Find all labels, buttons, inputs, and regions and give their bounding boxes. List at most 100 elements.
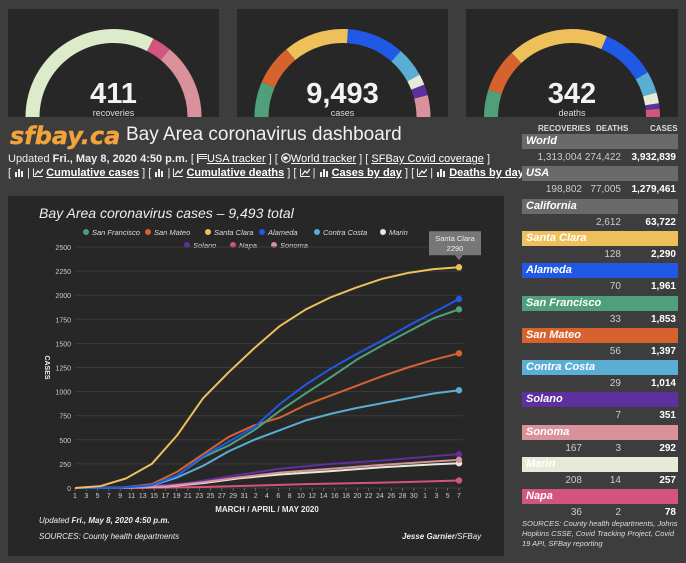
gauge-segment <box>147 38 170 60</box>
series-end-point[interactable] <box>455 264 463 271</box>
gauge-segment <box>488 52 522 95</box>
gauge-segment <box>261 49 296 88</box>
series-end-point[interactable] <box>455 350 463 357</box>
x-tick-label: 2 <box>254 493 258 500</box>
region-values: 208 14 257 <box>522 472 678 489</box>
x-tick-label: 8 <box>288 493 292 500</box>
y-tick-label: 1750 <box>55 317 71 324</box>
usa-tracker-link[interactable]: USA tracker <box>206 153 266 165</box>
gauge-segment <box>160 49 202 117</box>
gauge-segment <box>254 82 275 117</box>
legend-label[interactable]: San Francisco <box>92 228 140 237</box>
updated-time: Fri., May 8, 2020 4:50 p.m. <box>52 153 188 165</box>
x-tick-label: 14 <box>320 493 328 500</box>
x-tick-label: 12 <box>308 493 316 500</box>
x-tick-label: 27 <box>218 493 226 500</box>
region-values: 29 1,014 <box>522 375 678 392</box>
legend-label[interactable]: Solano <box>193 241 216 250</box>
chart-updated: Updated Fri., May 8, 2020 4:50 p.m. <box>39 516 170 525</box>
chart-links-line: [ | Cumulative cases ] [ | Cumulative de… <box>8 167 530 179</box>
y-axis-title: CASES <box>43 355 50 379</box>
legend-label[interactable]: Napa <box>239 241 257 250</box>
series-end-point[interactable] <box>455 456 463 464</box>
legend-label[interactable]: Contra Costa <box>323 228 367 237</box>
series-end-point[interactable] <box>455 306 463 313</box>
series-line[interactable] <box>74 479 460 489</box>
gauge-segment <box>484 89 502 117</box>
cases-line-chart[interactable]: San Francisco San Mateo Santa Clara Alameda… <box>8 196 504 516</box>
x-tick-label: 13 <box>139 493 147 500</box>
cases-gauge <box>254 29 431 117</box>
series-line[interactable] <box>74 266 460 489</box>
x-tick-label: 16 <box>331 493 339 500</box>
region-deaths: 274,422 <box>584 152 621 163</box>
y-tick-label: 250 <box>59 462 71 469</box>
region-cases: 257 <box>659 475 676 486</box>
line-chart-icon <box>173 168 184 177</box>
sfbay-logo[interactable]: sfbay.ca <box>8 121 120 150</box>
region-name: USA <box>522 166 678 182</box>
series-end-point[interactable] <box>455 450 463 458</box>
y-tick-label: 750 <box>59 414 71 421</box>
deaths-by-day-link[interactable]: Deaths by day <box>449 167 524 179</box>
x-tick-label: 4 <box>265 493 269 500</box>
legend-swatch <box>259 229 265 235</box>
region-recoveries: 1,313,004 <box>537 152 583 163</box>
y-tick-label: 2250 <box>55 269 71 276</box>
region-name: San Francisco <box>522 295 678 311</box>
cumulative-cases-link[interactable]: Cumulative cases <box>46 167 140 179</box>
region-recoveries: 36 <box>570 507 582 519</box>
legend-label[interactable]: Alameda <box>267 228 298 237</box>
bar-chart-icon <box>319 168 329 177</box>
line-chart-icon <box>417 168 428 177</box>
series-end-point[interactable] <box>455 477 463 484</box>
region-deaths: 33 <box>609 313 621 325</box>
tooltip-series: Santa Clara <box>435 234 475 243</box>
y-tick-label: 1000 <box>55 390 71 397</box>
credit-org: /SFBay <box>454 532 482 541</box>
region-values: 2,612 63,722 <box>522 214 678 231</box>
legend-label[interactable]: Sonoma <box>280 241 308 250</box>
recoveries-gauge-card: 411 recoveries <box>8 9 219 118</box>
series-line[interactable] <box>74 352 460 489</box>
region-values: 167 3 292 <box>522 440 678 457</box>
x-tick-label: 21 <box>184 493 192 500</box>
deaths-gauge <box>484 28 660 117</box>
legend-label[interactable]: Marin <box>389 228 408 237</box>
x-tick-label: 22 <box>365 493 373 500</box>
cases-label: cases <box>330 108 355 118</box>
x-tick-label: 3 <box>84 493 88 500</box>
series-end-point[interactable] <box>455 387 463 394</box>
x-tick-label: 18 <box>342 493 350 500</box>
y-tick-label: 500 <box>59 438 71 445</box>
x-tick-label: 5 <box>96 493 100 500</box>
bar-chart-icon <box>154 168 164 177</box>
sfbay-covid-coverage-link[interactable]: SFBay Covid coverage <box>371 153 484 165</box>
region-name: Marin <box>522 457 678 472</box>
x-tick-label: 31 <box>241 493 249 500</box>
series-line[interactable] <box>74 298 460 489</box>
legend-label[interactable]: Santa Clara <box>214 228 254 237</box>
gauge-segment <box>414 95 431 117</box>
cases-chart-card: Bay Area coronavirus cases – 9,493 total… <box>8 196 504 556</box>
region-cases: 78 <box>664 507 676 519</box>
region-values: 198,802 77,005 1,279,461 <box>522 181 678 198</box>
x-tick-label: 7 <box>457 493 461 500</box>
region-values: 56 1,397 <box>522 343 678 360</box>
gauge-segment <box>643 92 659 106</box>
x-tick-label: 5 <box>446 493 450 500</box>
cases-by-day-link[interactable]: Cases by day <box>331 167 402 179</box>
world-tracker-link[interactable]: World tracker <box>290 153 357 165</box>
legend-label[interactable]: San Mateo <box>154 228 190 237</box>
x-axis-title: MARCH / APRIL / MAY 2020 <box>215 505 319 514</box>
updated-line: Updated Fri., May 8, 2020 4:50 p.m. [ US… <box>8 153 491 165</box>
series-end-point[interactable] <box>455 295 463 303</box>
region-deaths: 29 <box>609 378 621 390</box>
region-row: Santa Clara 128 2,290 <box>522 230 678 263</box>
x-tick-label: 3 <box>434 493 438 500</box>
region-row: Marin 208 14 257 <box>522 457 678 489</box>
chart-updated-time: Fri., May 8, 2020 4:50 p.m. <box>71 516 170 525</box>
region-row: San Mateo 56 1,397 <box>522 327 678 360</box>
cumulative-deaths-link[interactable]: Cumulative deaths <box>186 167 285 179</box>
x-tick-label: 20 <box>353 493 361 500</box>
